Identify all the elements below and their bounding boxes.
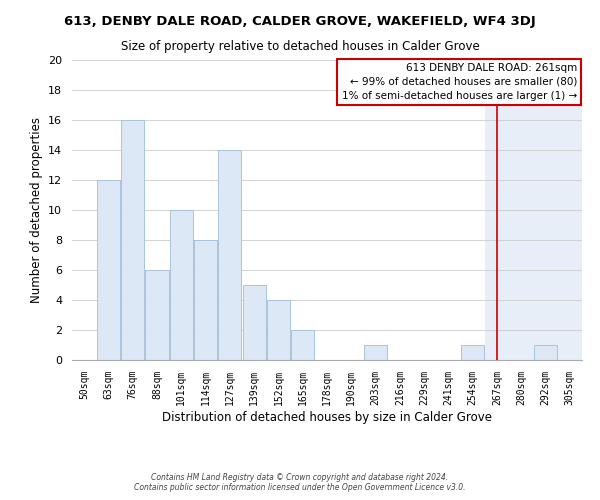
- Bar: [364, 345, 387, 360]
- Bar: [145, 270, 169, 360]
- X-axis label: Distribution of detached houses by size in Calder Grove: Distribution of detached houses by size …: [162, 410, 492, 424]
- Bar: [170, 210, 193, 360]
- Bar: [97, 180, 120, 360]
- Text: 613, DENBY DALE ROAD, CALDER GROVE, WAKEFIELD, WF4 3DJ: 613, DENBY DALE ROAD, CALDER GROVE, WAKE…: [64, 15, 536, 28]
- Bar: [267, 300, 290, 360]
- Bar: [242, 285, 266, 360]
- Bar: [291, 330, 314, 360]
- Y-axis label: Number of detached properties: Number of detached properties: [29, 117, 43, 303]
- Bar: [534, 345, 557, 360]
- Text: Contains HM Land Registry data © Crown copyright and database right 2024.
Contai: Contains HM Land Registry data © Crown c…: [134, 473, 466, 492]
- Bar: [121, 120, 144, 360]
- Bar: [461, 345, 484, 360]
- Bar: [194, 240, 217, 360]
- Text: Size of property relative to detached houses in Calder Grove: Size of property relative to detached ho…: [121, 40, 479, 53]
- Text: 613 DENBY DALE ROAD: 261sqm
← 99% of detached houses are smaller (80)
1% of semi: 613 DENBY DALE ROAD: 261sqm ← 99% of det…: [341, 63, 577, 101]
- Bar: [485, 60, 582, 360]
- Bar: [218, 150, 241, 360]
